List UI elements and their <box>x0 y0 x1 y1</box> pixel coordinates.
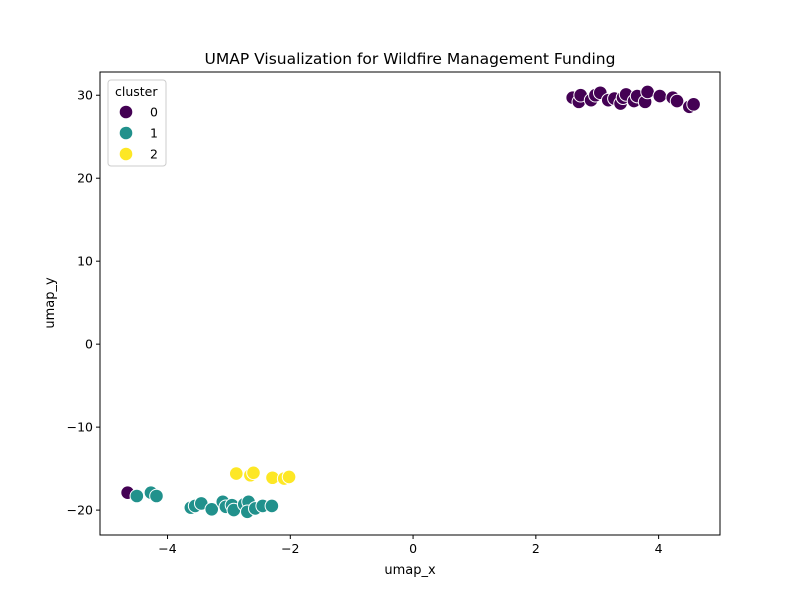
y-axis: −20 −10 0 10 20 30 <box>67 88 100 518</box>
legend: cluster 0 1 2 <box>107 79 167 167</box>
legend-label-1: 1 <box>150 126 158 141</box>
data-point-cluster-1 <box>129 488 145 504</box>
data-point-cluster-1 <box>264 498 280 514</box>
y-tick-label: 20 <box>77 171 93 186</box>
data-point-cluster-2 <box>228 466 244 481</box>
data-point-cluster-0 <box>640 84 655 100</box>
legend-marker-1 <box>118 125 134 141</box>
legend-title: cluster <box>115 84 158 99</box>
y-tick-label: 30 <box>77 88 93 103</box>
y-tick-label: 10 <box>77 254 93 269</box>
y-tick-label: −10 <box>67 420 93 435</box>
data-point-cluster-0 <box>652 88 668 104</box>
points-layer <box>120 84 701 520</box>
legend-box <box>107 79 167 167</box>
y-tick-label: 0 <box>85 337 93 352</box>
plot-area <box>99 71 721 536</box>
data-point-cluster-2 <box>281 469 297 485</box>
x-axis: −4 −2 0 2 4 <box>158 535 663 556</box>
y-tick-label: −20 <box>67 503 93 518</box>
data-point-cluster-2 <box>246 465 261 481</box>
data-point-cluster-1 <box>149 488 164 504</box>
legend-marker-0 <box>118 104 134 120</box>
data-point-cluster-0 <box>669 93 685 109</box>
legend-label-2: 2 <box>150 147 158 162</box>
chart-title: UMAP Visualization for Wildfire Manageme… <box>205 50 616 68</box>
x-tick-label: 4 <box>655 541 663 556</box>
data-point-cluster-0 <box>686 97 701 112</box>
legend-label-0: 0 <box>150 105 158 120</box>
x-tick-label: 2 <box>532 541 540 556</box>
x-axis-title: umap_x <box>384 563 436 578</box>
legend-entries: 0 1 2 <box>118 104 158 162</box>
legend-marker-2 <box>118 146 134 162</box>
x-tick-label: −4 <box>158 541 176 556</box>
axes-frame <box>99 71 721 536</box>
x-tick-label: −2 <box>281 541 299 556</box>
data-point-cluster-1 <box>204 501 220 517</box>
x-tick-label: 0 <box>409 541 417 556</box>
y-axis-title: umap_y <box>43 277 58 329</box>
